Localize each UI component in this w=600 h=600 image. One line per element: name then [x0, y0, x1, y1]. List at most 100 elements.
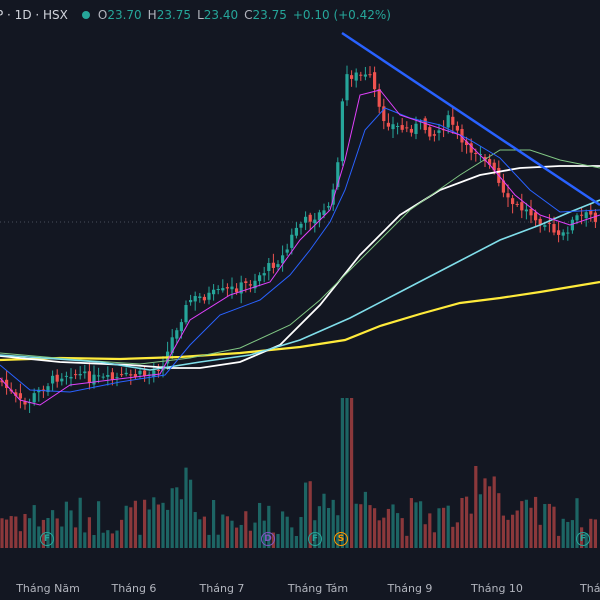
- candle-body: [115, 377, 119, 379]
- candle-body: [515, 203, 519, 205]
- ma-fast-line: [0, 89, 600, 406]
- volume-bar: [60, 526, 64, 548]
- volume-bar: [267, 505, 271, 548]
- candle-body: [69, 376, 73, 379]
- candle-body: [46, 386, 50, 393]
- price-chart-canvas[interactable]: [0, 0, 600, 570]
- volume-bar: [455, 522, 459, 548]
- candle-body: [593, 212, 597, 222]
- candle-body: [313, 219, 317, 224]
- candle-body: [216, 288, 220, 290]
- volume-bar: [110, 533, 114, 548]
- candle-body: [248, 284, 252, 286]
- volume-bar: [570, 520, 574, 548]
- earnings-icon[interactable]: F: [576, 532, 590, 546]
- earnings-icon[interactable]: F: [40, 532, 54, 546]
- volume-bar: [451, 526, 455, 548]
- volume-bar: [428, 513, 432, 548]
- close-label: C: [244, 8, 253, 22]
- time-axis-tick: Tháng 9: [387, 582, 433, 595]
- candle-body: [207, 292, 211, 300]
- volume-bar: [561, 518, 565, 548]
- candle-body: [267, 263, 271, 271]
- candle-body: [501, 180, 505, 193]
- candle-body: [106, 374, 110, 377]
- time-axis-tick: Tháng: [580, 582, 600, 595]
- volume-bar: [101, 532, 105, 548]
- volume-bar: [405, 535, 409, 548]
- candle-body: [529, 208, 533, 216]
- volume-bar: [373, 508, 377, 548]
- candle-body: [262, 273, 266, 276]
- volume-bar: [248, 530, 252, 548]
- trendline[interactable]: [341, 31, 600, 207]
- volume-bar: [589, 518, 593, 548]
- candle-body: [101, 376, 105, 378]
- dividend-icon[interactable]: D: [261, 532, 275, 546]
- volume-bar: [0, 518, 4, 548]
- candle-body: [524, 209, 528, 212]
- volume-bar: [106, 530, 110, 548]
- candle-body: [350, 75, 354, 79]
- candle-body: [60, 378, 64, 382]
- volume-bar: [432, 532, 436, 548]
- volume-bar: [354, 503, 358, 548]
- volume-bar: [294, 535, 298, 548]
- volume-bar: [193, 512, 197, 548]
- volume-bar: [189, 479, 193, 548]
- volume-bar: [129, 507, 133, 548]
- candle-body: [428, 127, 432, 137]
- candle-body: [78, 373, 82, 376]
- volume-bar: [156, 504, 160, 548]
- volume-bar: [276, 533, 280, 548]
- volume-bar: [345, 398, 349, 548]
- symbol-label[interactable]: P · 1D · HSX: [0, 8, 68, 22]
- candle-body: [184, 305, 188, 323]
- volume-bar: [225, 516, 229, 548]
- volume-bar: [184, 467, 188, 548]
- volume-bar: [442, 507, 446, 548]
- volume-bar: [23, 513, 27, 548]
- candle-body: [400, 125, 404, 130]
- candle-body: [511, 198, 515, 205]
- candle-body: [170, 337, 174, 354]
- volume-bar: [253, 522, 257, 548]
- volume-bar: [414, 502, 418, 548]
- candle-body: [391, 124, 395, 130]
- candle-body: [51, 375, 55, 384]
- volume-bar: [575, 498, 579, 548]
- low-label: L: [197, 8, 204, 22]
- candle-body: [83, 371, 87, 374]
- volume-bar: [244, 511, 248, 548]
- split-icon[interactable]: S: [334, 532, 348, 546]
- candle-body: [308, 214, 312, 222]
- time-axis[interactable]: Tháng Năm Tháng 6 Tháng 7 Tháng Tám Tháng 9 T…: [0, 570, 600, 600]
- candle-body: [336, 162, 340, 188]
- volume-bar: [5, 519, 9, 548]
- volume-bar: [322, 493, 326, 548]
- candle-body: [97, 375, 101, 377]
- high-value: 23.75: [156, 8, 192, 22]
- candle-body: [143, 370, 147, 376]
- earnings-icon[interactable]: F: [308, 532, 322, 546]
- candle-body: [74, 374, 78, 376]
- candle-body: [0, 380, 4, 383]
- volume-bar: [51, 510, 55, 548]
- volume-bar: [207, 534, 211, 548]
- volume-bar: [488, 486, 492, 548]
- candle-body: [299, 223, 303, 228]
- candle-body: [129, 374, 133, 376]
- volume-bars: [0, 398, 597, 548]
- candle-body: [55, 374, 59, 382]
- open-value: 23.70: [107, 8, 142, 22]
- candle-body: [382, 106, 386, 122]
- candle-body: [317, 212, 321, 221]
- candle-body: [561, 232, 565, 236]
- volume-bar: [120, 519, 124, 548]
- volume-bar: [501, 515, 505, 548]
- volume-bar: [400, 518, 404, 548]
- candle-body: [322, 210, 326, 216]
- candle-body: [557, 230, 561, 235]
- volume-bar: [547, 503, 551, 548]
- candle-body: [225, 287, 229, 289]
